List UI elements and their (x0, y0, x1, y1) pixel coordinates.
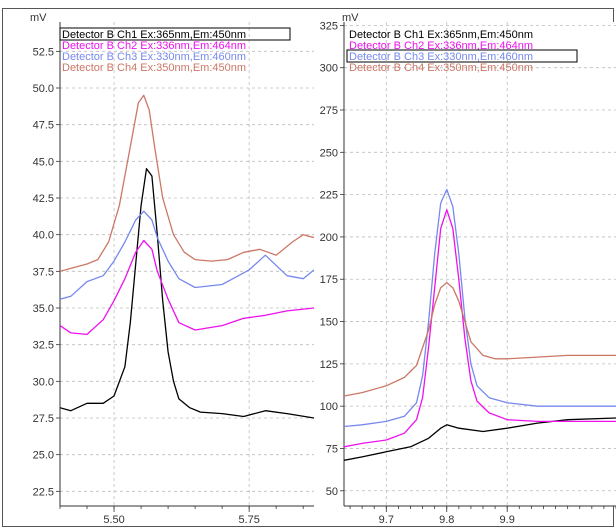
chart-panel-2: 50 75 100 125 150 175 200 225 250 275 300 325 9.7 9.8… (320, 12, 616, 526)
y-tick-label: 45.0 (33, 156, 54, 168)
x-tick-label: 9.7 (379, 514, 394, 526)
y-tick-label: 175 (320, 274, 338, 286)
series-group (344, 188, 616, 461)
y-axis-label: mV (30, 12, 47, 24)
series-line-ch1 (344, 417, 616, 461)
y-tick-label: 27.5 (33, 413, 54, 425)
chart-panel-1: 22.5 25.0 27.5 30.0 32.5 35.0 37.5 40.0 42.5 45.0… (30, 12, 314, 526)
y-tick-label: 37.5 (33, 266, 54, 278)
y-tick-label: 300 (320, 63, 338, 75)
series-line-ch3 (344, 188, 616, 428)
legend-entry-ch2[interactable]: Detector B Ch2 Ex:336nm,Em:464nm (62, 40, 246, 52)
legend-entry-ch4[interactable]: Detector B Ch4 Ex:350nm,Em:450nm (349, 62, 533, 74)
x-tick-label: 9.9 (500, 514, 515, 526)
legend: Detector B Ch1 Ex:365nm,Em:450nmDetector… (346, 29, 578, 74)
legend-selection-box (346, 49, 578, 63)
y-tick-label: 250 (320, 147, 338, 159)
y-tick-label: 22.5 (33, 486, 54, 498)
series-line-ch4 (60, 94, 314, 272)
series-line-ch2 (60, 239, 314, 336)
y-tick-label: 32.5 (33, 340, 54, 352)
x-tick-label: 9.8 (439, 514, 454, 526)
y-tick-label: 75 (326, 443, 338, 455)
y-axis-label: mV (342, 12, 359, 24)
y-tick-label: 30.0 (33, 376, 54, 388)
series-group (60, 94, 314, 419)
y-tick-label: 52.5 (33, 46, 54, 58)
legend: Detector B Ch1 Ex:365nm,Em:450nmDetector… (59, 27, 291, 74)
y-tick-label: 50 (326, 486, 338, 498)
y-tick-label: 200 (320, 232, 338, 244)
legend-entry-ch3[interactable]: Detector B Ch3 Ex:330nm,Em:460nm (62, 51, 246, 63)
legend-entry-ch1[interactable]: Detector B Ch1 Ex:365nm,Em:450nm (349, 29, 533, 41)
y-tick-label: 50.0 (33, 83, 54, 95)
plot-area (60, 22, 314, 506)
series-line-ch1 (60, 168, 314, 419)
y-tick-label: 275 (320, 105, 338, 117)
series-line-ch4 (344, 281, 616, 397)
y-tick-label: 225 (320, 190, 338, 202)
y-tick-label: 25.0 (33, 450, 54, 462)
y-tick-label: 100 (320, 401, 338, 413)
legend-selection-box (59, 27, 291, 41)
y-tick-label: 42.5 (33, 193, 54, 205)
y-tick-label: 325 (320, 20, 338, 32)
x-tick-label: 5.75 (238, 514, 259, 526)
y-tick-label: 125 (320, 359, 338, 371)
series-line-ch3 (60, 210, 314, 300)
plot-area (344, 22, 616, 506)
y-tick-label: 150 (320, 317, 338, 329)
series-line-ch2 (344, 209, 616, 448)
y-tick-label: 35.0 (33, 303, 54, 315)
legend-entry-ch4[interactable]: Detector B Ch4 Ex:350nm,Em:450nm (62, 62, 246, 74)
y-tick-label: 40.0 (33, 230, 54, 242)
legend-entry-ch3[interactable]: Detector B Ch3 Ex:330nm,Em:460nm (349, 51, 533, 63)
legend-entry-ch1[interactable]: Detector B Ch1 Ex:365nm,Em:450nm (62, 29, 246, 41)
y-tick-label: 47.5 (33, 120, 54, 132)
x-tick-label: 5.50 (103, 514, 124, 526)
legend-entry-ch2[interactable]: Detector B Ch2 Ex:336nm,Em:464nm (349, 40, 533, 52)
